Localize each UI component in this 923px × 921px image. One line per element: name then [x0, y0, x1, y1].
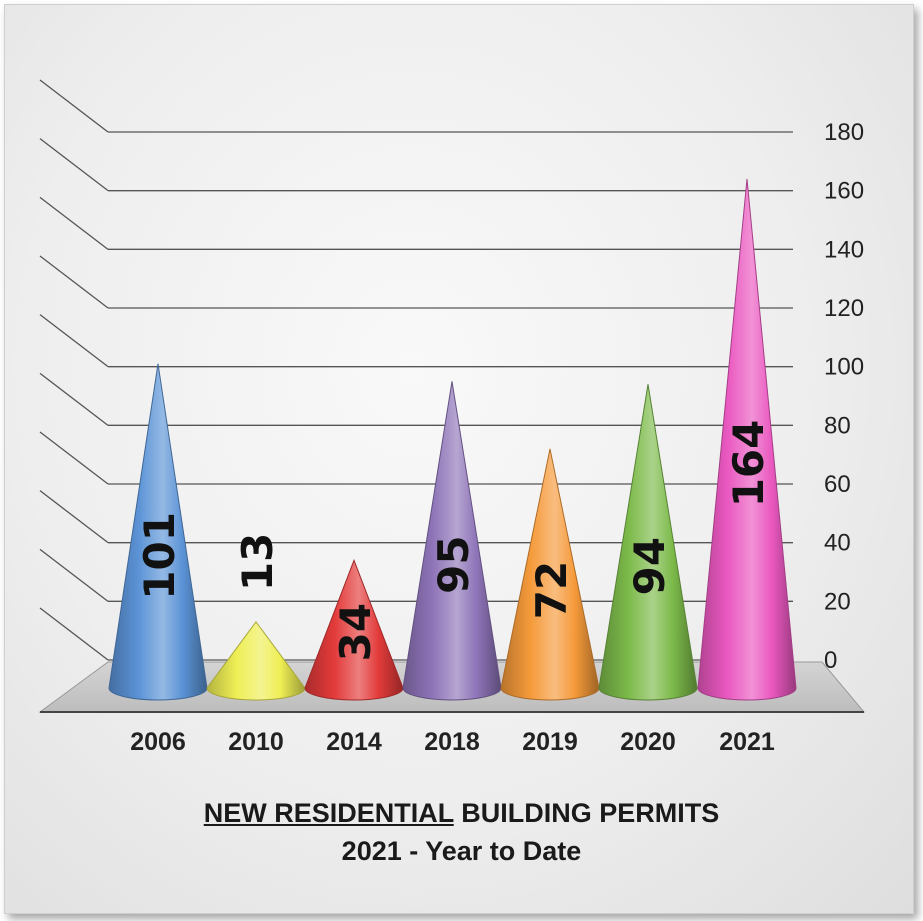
x-tick-label: 2019: [522, 728, 578, 756]
cone-body: [206, 621, 306, 701]
y-tick-label: 100: [824, 354, 864, 381]
cones: [108, 178, 797, 701]
x-tick-label: 2010: [228, 728, 284, 756]
x-tick-label: 2018: [424, 728, 480, 756]
gridline-back: [39, 372, 109, 426]
cone-body: [108, 363, 208, 701]
x-tick-label: 2014: [326, 728, 382, 756]
cone-body: [598, 384, 698, 701]
chart-caption: NEW RESIDENTIAL BUILDING PERMITS 2021 - …: [0, 794, 923, 870]
data-label-2021: 164: [724, 420, 773, 508]
gridline-back: [39, 138, 109, 192]
y-tick-label: 20: [824, 588, 851, 615]
gridline-back: [39, 431, 109, 485]
y-tick-label: 0: [824, 647, 837, 674]
gridline-back: [39, 314, 109, 368]
caption-rest: BUILDING PERMITS: [461, 798, 720, 828]
cone-2014: [304, 558, 404, 701]
caption-underlined: NEW RESIDENTIAL: [203, 798, 454, 828]
data-labels: 101 13 34 95 72 94 164: [135, 420, 773, 662]
y-tick-label: 180: [824, 119, 864, 146]
gridline-back: [39, 196, 109, 250]
gridline-back: [39, 548, 109, 602]
data-label-2020: 94: [625, 537, 674, 595]
y-tick-label: 120: [824, 295, 864, 322]
y-tick-label: 40: [824, 530, 851, 557]
x-tick-label: 2006: [130, 728, 186, 756]
cone-2006: [108, 363, 208, 701]
data-label-2010: 13: [233, 533, 282, 591]
y-tick-label: 160: [824, 178, 864, 205]
y-tick-label: 80: [824, 412, 851, 439]
x-tick-label: 2020: [620, 728, 676, 756]
cone-body: [697, 178, 797, 701]
y-tick-label: 60: [824, 471, 851, 498]
cone-2021: [697, 178, 797, 701]
gridline-back: [39, 490, 109, 544]
gridline-back: [39, 79, 109, 133]
data-label-2014: 34: [331, 603, 380, 661]
cone-body: [500, 448, 600, 701]
caption-line-2: 2021 - Year to Date: [341, 836, 582, 866]
x-tick-label: 2021: [719, 728, 775, 756]
data-label-2006: 101: [135, 512, 184, 600]
data-label-2019: 72: [527, 561, 576, 619]
cone-body: [304, 558, 404, 701]
cone-2019: [500, 448, 600, 701]
x-axis: 2006 2010 2014 2018 2019 2020 2021: [130, 728, 775, 756]
data-label-2018: 95: [429, 535, 478, 593]
cone-2018: [402, 381, 502, 701]
cone-2020: [598, 384, 698, 701]
caption-line-1: NEW RESIDENTIAL BUILDING PERMITS: [0, 794, 923, 832]
cone-2010: [206, 621, 306, 701]
gridline-back: [39, 255, 109, 309]
y-tick-label: 140: [824, 236, 864, 263]
y-axis: 0 20 40 60 80 100 120 140 160 180: [824, 119, 864, 674]
cone-body: [402, 381, 502, 701]
gridline-back: [39, 607, 109, 661]
